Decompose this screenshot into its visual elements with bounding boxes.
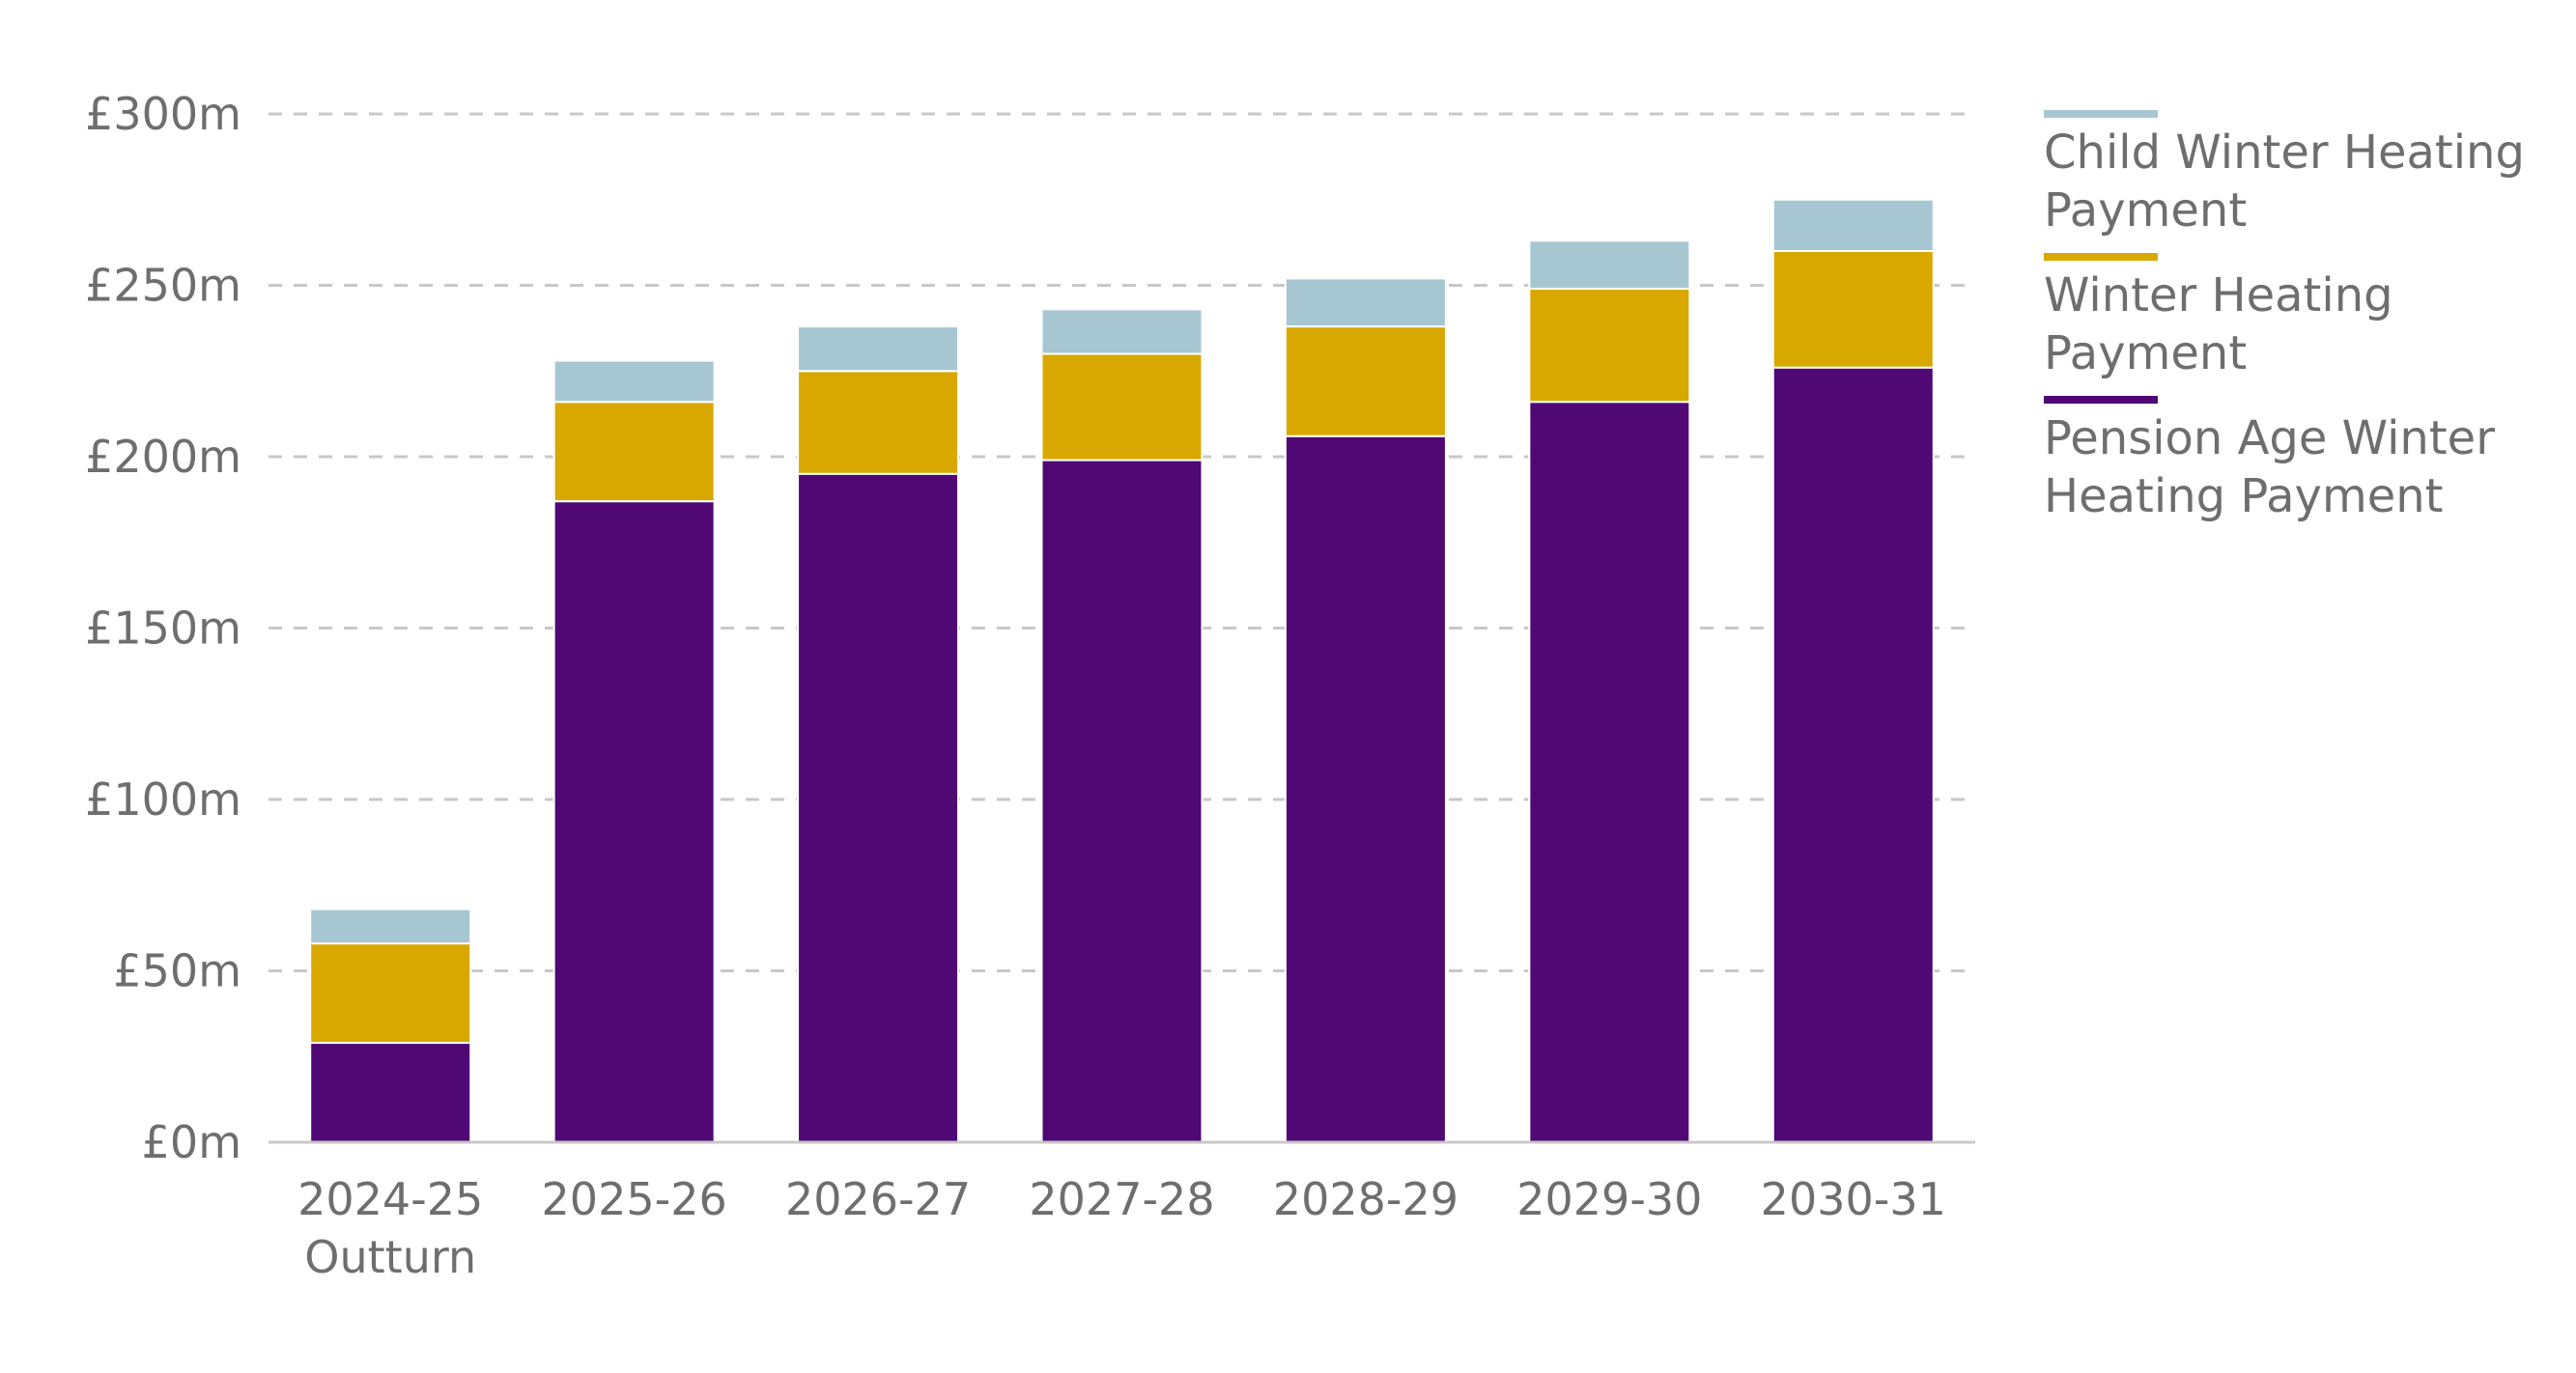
x-tick-label: 2029-30: [1516, 1173, 1702, 1225]
bar-segment-pension-age: [309, 1042, 472, 1144]
legend-label: Child Winter Heating: [2044, 126, 2525, 180]
bar-segment-pension-age: [1284, 434, 1447, 1143]
grid-lines: [269, 112, 1975, 972]
bar-segment-pension-age: [1771, 366, 1935, 1143]
bar-segment-child-winter: [1528, 239, 1691, 291]
bar-segment-winter-heating: [1040, 352, 1203, 462]
bar-segment-winter-heating: [797, 370, 960, 475]
bar-segment-child-winter: [1771, 198, 1935, 252]
legend-label: Winter Heating: [2044, 268, 2393, 322]
y-tick-label: £100m: [85, 773, 241, 826]
legend-swatch: [2044, 110, 2158, 118]
bar-segment-pension-age: [1040, 459, 1203, 1143]
bar-segment-winter-heating: [1771, 250, 1935, 369]
x-tick-label: 2025-26: [542, 1173, 727, 1225]
bar-segment-child-winter: [1284, 277, 1447, 328]
y-tick-label: £200m: [85, 431, 241, 483]
x-tick-label: 2030-31: [1761, 1173, 1946, 1225]
axes: £0m £50m £100m £150m £200m £250m £300m 2024-25 O…: [85, 88, 1975, 1283]
x-tick-label: 2027-28: [1029, 1173, 1214, 1225]
legend-label: Payment: [2044, 326, 2247, 380]
x-tick-label: 2026-27: [785, 1173, 971, 1225]
bar-segment-child-winter: [797, 325, 960, 373]
bar-segment-winter-heating: [309, 942, 472, 1045]
legend-label: Heating Payment: [2044, 469, 2443, 523]
y-tick-label: £150m: [85, 602, 241, 655]
bar-segment-winter-heating: [1528, 288, 1691, 404]
x-tick-label: 2028-29: [1273, 1173, 1458, 1225]
x-tick-label: Outturn: [304, 1231, 476, 1283]
bar-segment-pension-age: [1528, 401, 1691, 1143]
bar-segment-winter-heating: [1284, 325, 1447, 437]
legend-swatch: [2044, 396, 2158, 404]
legend-label: Pension Age Winter: [2044, 411, 2495, 465]
y-tick-label: £0m: [142, 1116, 241, 1168]
bar-segment-winter-heating: [552, 401, 716, 503]
bar-segment-child-winter: [552, 359, 716, 404]
x-tick-label: 2024-25: [297, 1173, 483, 1225]
bars: [309, 198, 1935, 1144]
y-tick-label: £50m: [113, 945, 241, 997]
bar-segment-child-winter: [309, 908, 472, 945]
y-tick-label: £300m: [85, 88, 241, 140]
legend-swatch: [2044, 253, 2158, 261]
bar-segment-pension-age: [797, 472, 960, 1143]
bar-segment-pension-age: [552, 500, 716, 1143]
legend-label: Payment: [2044, 183, 2247, 238]
bar-segment-child-winter: [1040, 308, 1203, 355]
y-tick-label: £250m: [85, 260, 241, 312]
